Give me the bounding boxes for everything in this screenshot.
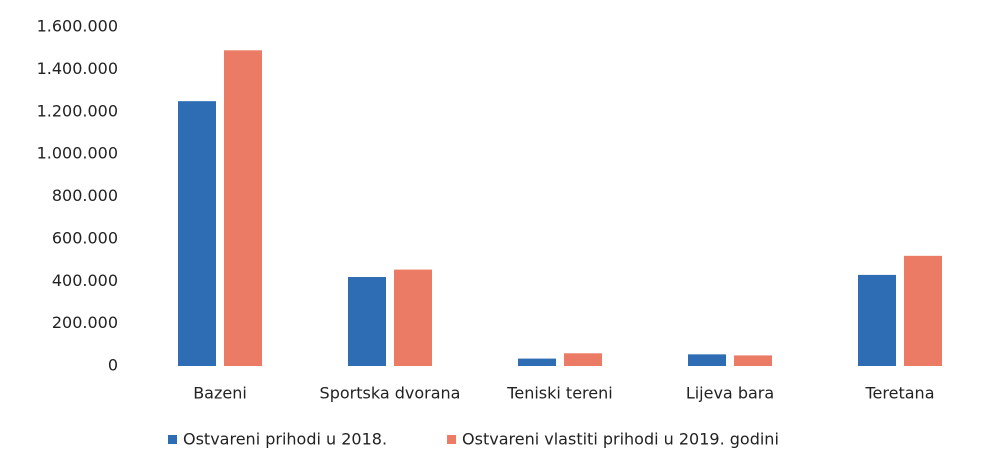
- y-tick-label: 800.000: [52, 186, 118, 205]
- x-tick-label: Bazeni: [193, 384, 247, 403]
- x-tick-label: Lijeva bara: [686, 384, 774, 403]
- bar: [394, 269, 432, 366]
- y-tick-label: 200.000: [52, 313, 118, 332]
- bar: [858, 274, 896, 366]
- x-tick-label: Sportska dvorana: [320, 384, 461, 403]
- y-tick-label: 1.400.000: [37, 59, 118, 78]
- bar: [734, 355, 772, 366]
- bar: [518, 358, 556, 366]
- bar: [348, 277, 386, 366]
- y-tick-label: 400.000: [52, 271, 118, 290]
- y-tick-label: 1.000.000: [37, 144, 118, 163]
- y-tick-label: 1.600.000: [37, 17, 118, 36]
- x-tick-label: Teniski tereni: [506, 384, 612, 403]
- legend-label: Ostvareni prihodi u 2018.: [183, 430, 387, 449]
- y-tick-label: 0: [108, 356, 118, 375]
- legend-swatch: [447, 435, 457, 444]
- bar: [564, 353, 602, 366]
- legend-label: Ostvareni vlastiti prihodi u 2019. godin…: [462, 430, 779, 449]
- bar: [688, 354, 726, 366]
- bar: [224, 50, 262, 367]
- bar: [178, 101, 216, 366]
- y-tick-label: 1.200.000: [37, 101, 118, 120]
- x-tick-label: Teretana: [865, 384, 935, 403]
- y-tick-label: 600.000: [52, 228, 118, 247]
- bar: [904, 255, 942, 366]
- legend-swatch: [168, 435, 177, 444]
